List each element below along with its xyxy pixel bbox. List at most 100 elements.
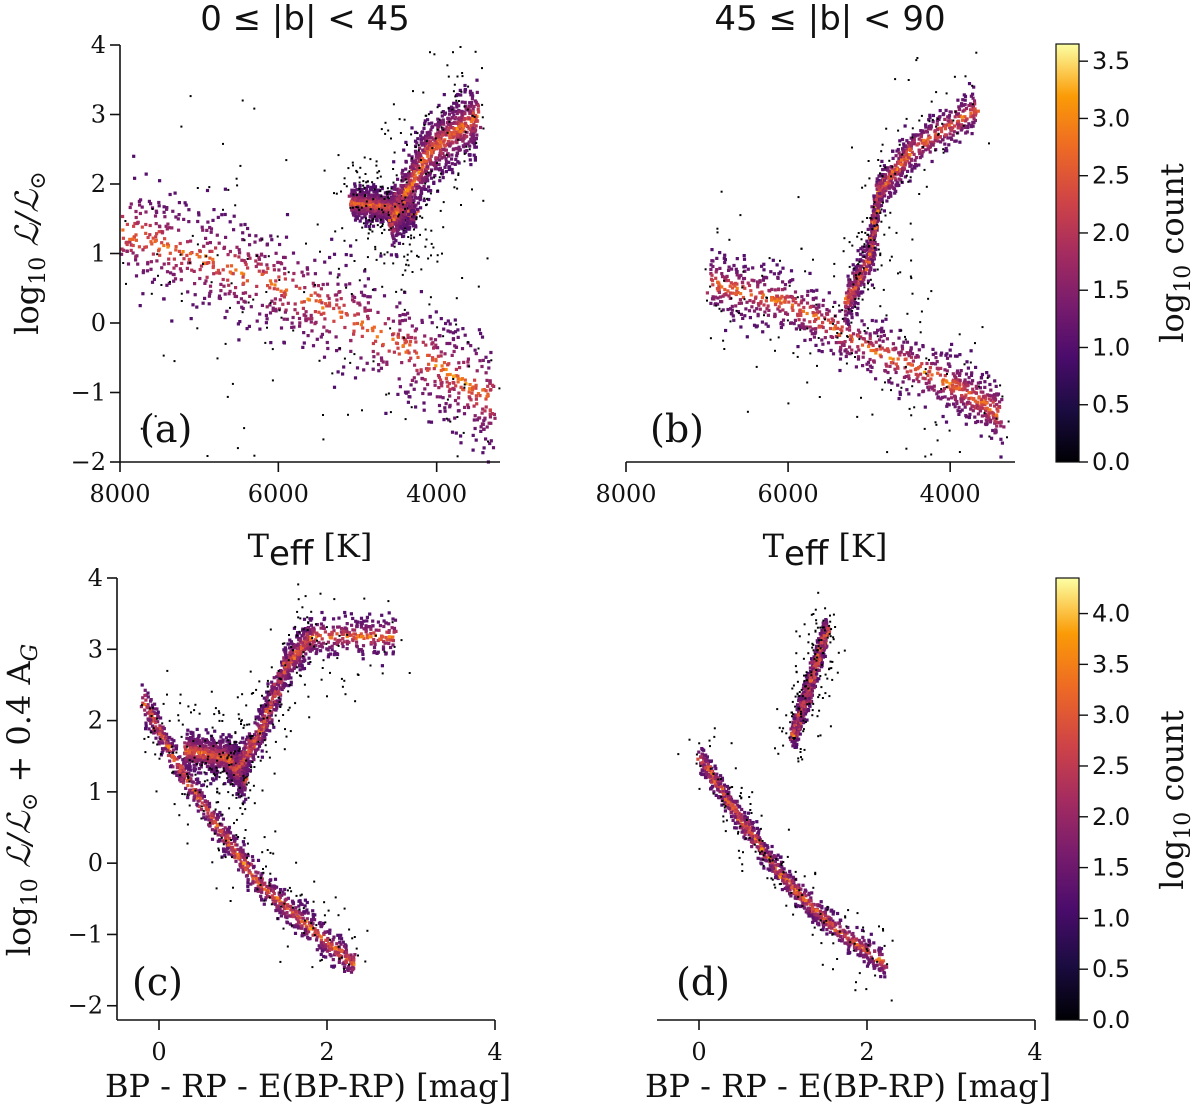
density-cell	[408, 178, 413, 182]
density-cell	[844, 297, 848, 301]
density-cell	[423, 168, 428, 172]
density-cell	[363, 202, 367, 206]
density-cell	[410, 324, 414, 328]
density-cell	[869, 370, 873, 374]
density-cell	[860, 271, 864, 276]
density-cell	[939, 397, 943, 401]
density-cell	[899, 173, 904, 177]
density-cell	[454, 384, 458, 388]
outlier-point	[413, 228, 415, 231]
density-cell	[361, 192, 365, 196]
density-cell	[741, 284, 745, 288]
density-cell	[979, 420, 983, 424]
outlier-point	[226, 395, 229, 398]
density-cell	[253, 240, 257, 244]
density-cell	[358, 303, 362, 307]
outlier-point	[373, 215, 376, 218]
density-cell	[891, 357, 895, 361]
density-cell	[395, 211, 399, 215]
density-cell	[132, 235, 136, 239]
density-cell	[875, 220, 879, 224]
outlier-point	[442, 226, 445, 229]
density-cell	[983, 385, 987, 389]
density-cell	[927, 388, 931, 392]
density-cell	[366, 295, 370, 299]
density-cell	[272, 264, 276, 268]
outlier-point	[777, 336, 780, 339]
density-cell	[847, 322, 851, 326]
density-cell	[485, 394, 489, 398]
density-cell	[884, 184, 888, 189]
density-cell	[193, 282, 197, 286]
density-cell	[419, 172, 423, 176]
density-cell	[437, 375, 441, 379]
outlier-point	[206, 455, 209, 457]
density-cell	[950, 392, 954, 396]
density-cell	[747, 283, 752, 288]
density-cell	[971, 387, 975, 391]
outlier-point	[441, 252, 443, 255]
density-cell	[355, 198, 360, 202]
density-cell	[351, 294, 355, 298]
density-cell	[282, 295, 286, 299]
density-cell	[153, 239, 157, 244]
density-cell	[319, 287, 323, 291]
density-cell	[847, 284, 851, 288]
density-cell	[799, 301, 803, 305]
density-cell	[906, 141, 911, 145]
outlier-point	[406, 253, 409, 256]
density-cell	[860, 319, 864, 323]
density-cell	[463, 333, 467, 337]
density-cell	[427, 420, 431, 424]
density-cell	[945, 402, 950, 406]
density-cell	[715, 256, 719, 260]
density-cell	[471, 126, 475, 130]
density-cell	[416, 165, 420, 169]
density-cell	[473, 126, 477, 130]
outlier-point	[904, 365, 907, 368]
density-cell	[385, 360, 389, 364]
density-cell	[444, 157, 448, 161]
density-cell	[469, 163, 473, 167]
outlier-point	[706, 299, 708, 302]
density-cell	[760, 264, 764, 268]
density-cell	[264, 270, 268, 274]
density-cell	[384, 411, 388, 415]
density-cell	[779, 301, 783, 305]
outlier-point	[388, 197, 391, 200]
density-cell	[203, 281, 207, 285]
outlier-point	[140, 427, 143, 430]
density-cell	[404, 313, 408, 317]
density-cell	[423, 159, 427, 163]
density-cell	[425, 131, 429, 135]
density-cell	[844, 305, 848, 309]
outlier-point	[381, 225, 384, 227]
density-cell	[901, 147, 905, 151]
density-cell	[469, 139, 473, 143]
density-cell	[800, 325, 805, 329]
density-cell	[170, 226, 174, 230]
outlier-point	[358, 279, 361, 282]
density-cell	[891, 149, 895, 153]
density-cell	[760, 320, 764, 324]
outlier-point	[436, 254, 439, 257]
density-cell	[868, 252, 872, 256]
density-cell	[493, 416, 497, 420]
density-cell	[727, 265, 731, 269]
outlier-point	[379, 226, 382, 229]
density-cell	[335, 303, 339, 307]
outlier-point	[935, 423, 938, 426]
density-cell	[816, 316, 821, 320]
density-cell	[899, 350, 903, 354]
density-cell	[411, 186, 415, 190]
density-cell	[885, 364, 889, 368]
outlier-point	[452, 90, 455, 93]
density-cell	[223, 212, 227, 217]
density-cell	[373, 208, 377, 213]
density-cell	[237, 255, 241, 259]
density-cell	[422, 408, 426, 412]
density-cell	[394, 228, 398, 232]
density-cell	[973, 399, 977, 403]
outlier-point	[236, 184, 239, 187]
outlier-point	[381, 232, 383, 235]
